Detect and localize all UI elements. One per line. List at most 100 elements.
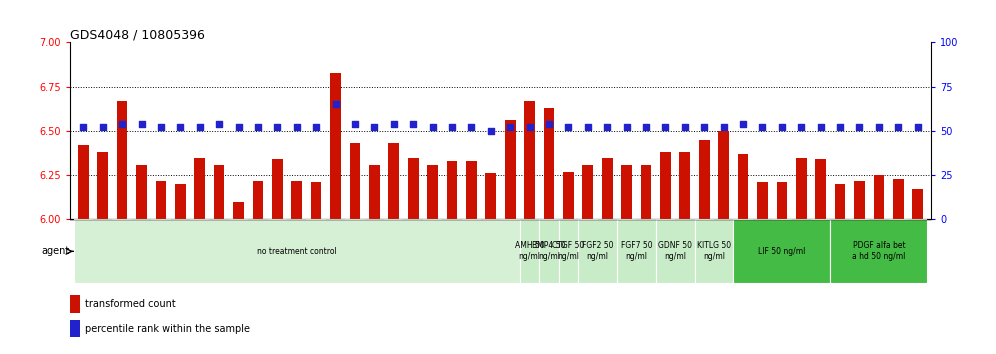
Bar <box>578 219 617 283</box>
Text: AMH 50
ng/ml: AMH 50 ng/ml <box>515 241 545 261</box>
Point <box>541 121 557 127</box>
Point <box>76 125 92 130</box>
Bar <box>113 219 131 220</box>
Point <box>250 125 266 130</box>
Point <box>230 125 246 130</box>
Bar <box>757 182 768 219</box>
Bar <box>287 219 307 220</box>
Text: FGF7 50
ng/ml: FGF7 50 ng/ml <box>621 241 652 261</box>
Point <box>600 125 616 130</box>
Bar <box>74 219 93 220</box>
Bar <box>175 184 185 219</box>
Bar <box>835 184 846 219</box>
Bar <box>675 219 694 220</box>
Point <box>677 125 693 130</box>
Bar <box>520 219 539 283</box>
Bar <box>655 219 694 283</box>
Bar <box>850 219 870 220</box>
Bar <box>602 158 613 219</box>
Bar <box>505 120 516 219</box>
Bar <box>272 159 283 219</box>
Point <box>483 128 499 134</box>
Point <box>153 125 169 130</box>
Bar <box>772 219 792 220</box>
Text: transformed count: transformed count <box>86 299 176 309</box>
Point <box>793 125 809 130</box>
Bar <box>209 219 229 220</box>
Bar <box>811 219 831 220</box>
Bar <box>292 181 302 219</box>
Bar <box>331 73 341 219</box>
Point <box>289 125 305 130</box>
Bar <box>520 219 539 220</box>
Bar <box>194 158 205 219</box>
Bar <box>78 145 89 219</box>
Bar <box>617 219 655 283</box>
Bar <box>598 219 617 220</box>
Text: CTGF 50
ng/ml: CTGF 50 ng/ml <box>552 241 585 261</box>
Bar <box>117 101 127 219</box>
Bar <box>714 219 733 220</box>
Bar <box>777 182 787 219</box>
Bar <box>796 158 807 219</box>
Bar <box>733 219 831 283</box>
Point <box>561 125 577 130</box>
Point <box>852 125 868 130</box>
Bar <box>151 219 170 220</box>
Bar <box>617 219 636 220</box>
Bar <box>423 219 442 220</box>
Point <box>367 125 382 130</box>
Bar <box>466 161 477 219</box>
Bar <box>873 175 884 219</box>
Bar <box>583 165 594 219</box>
Point <box>774 125 790 130</box>
Bar <box>893 179 903 219</box>
Text: agent: agent <box>42 246 70 256</box>
Bar <box>655 219 675 220</box>
Bar <box>403 219 423 220</box>
Point <box>133 121 149 127</box>
Point <box>755 125 771 130</box>
Point <box>890 125 906 130</box>
Bar <box>268 219 287 220</box>
Point <box>657 125 673 130</box>
Point <box>716 125 732 130</box>
Bar <box>816 159 826 219</box>
Bar <box>190 219 209 220</box>
Text: no treatment control: no treatment control <box>257 247 337 256</box>
Text: percentile rank within the sample: percentile rank within the sample <box>86 324 250 334</box>
Point <box>115 121 130 127</box>
Bar <box>539 219 559 283</box>
Point <box>813 125 829 130</box>
Bar <box>442 219 462 220</box>
Text: GDNF 50
ng/ml: GDNF 50 ng/ml <box>658 241 692 261</box>
Bar <box>155 181 166 219</box>
Point <box>211 121 227 127</box>
Bar <box>738 154 748 219</box>
Bar <box>485 173 496 219</box>
Bar <box>888 219 908 220</box>
Point <box>502 125 518 130</box>
Point <box>347 121 363 127</box>
Bar <box>636 219 655 220</box>
Point <box>192 125 208 130</box>
Bar <box>346 219 365 220</box>
Bar <box>559 219 578 283</box>
Bar <box>694 219 733 283</box>
Bar <box>622 165 631 219</box>
Bar <box>98 152 108 219</box>
Bar <box>388 143 399 219</box>
Bar <box>446 161 457 219</box>
Bar <box>753 219 772 220</box>
Bar <box>870 219 888 220</box>
Bar <box>733 219 753 220</box>
Text: KITLG 50
ng/ml: KITLG 50 ng/ml <box>697 241 731 261</box>
Bar <box>699 140 709 219</box>
Point <box>424 125 440 130</box>
Bar <box>831 219 927 283</box>
Bar <box>679 152 690 219</box>
Point <box>580 125 596 130</box>
Text: FGF2 50
ng/ml: FGF2 50 ng/ml <box>582 241 614 261</box>
Bar <box>365 219 384 220</box>
Bar <box>539 219 559 220</box>
